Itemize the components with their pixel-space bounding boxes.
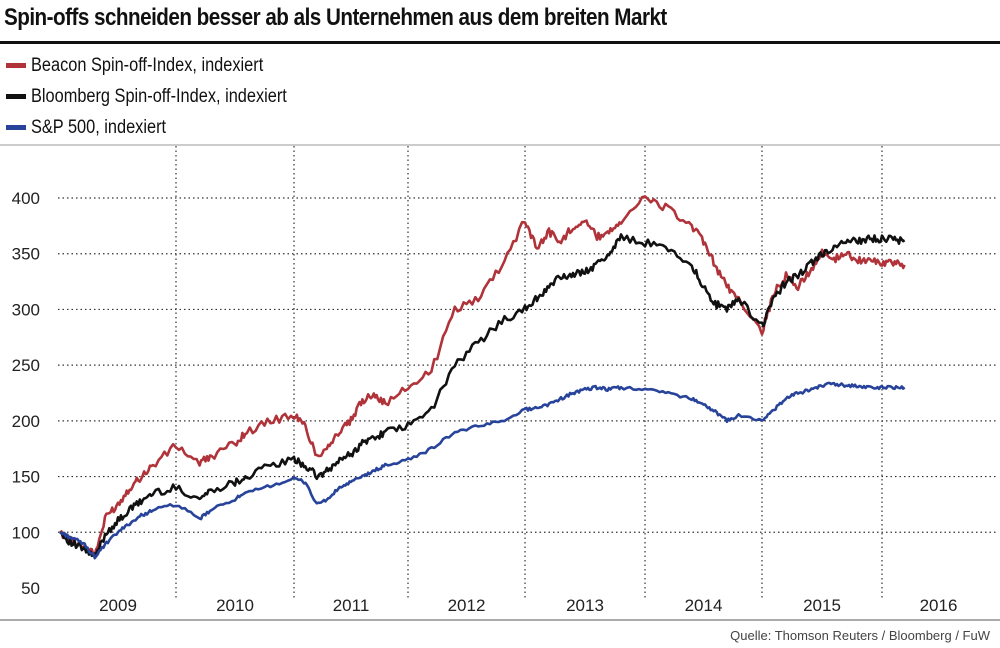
y-tick-label: 300 [12,300,40,319]
y-tick-label: 50 [21,579,40,598]
title-rule [0,41,1000,44]
x-tick-label: 2014 [685,596,723,615]
x-tick-label: 2015 [803,596,841,615]
series-lines [59,195,906,560]
y-tick-label: 400 [12,189,40,208]
legend-swatch-beacon [6,63,26,68]
legend-swatch-sp500 [6,125,26,130]
legend-label-sp500: S&P 500, indexiert [31,116,167,138]
legend-item-beacon: Beacon Spin-off-Index, indexiert [6,50,328,81]
y-tick-label: 250 [12,356,40,375]
y-tick-label: 150 [12,468,40,487]
legend: Beacon Spin-off-Index, indexiert Bloombe… [6,50,328,143]
y-tick-label: 200 [12,412,40,431]
source-note: Quelle: Thomson Reuters / Bloomberg / Fu… [730,628,990,643]
legend-label-bloomberg: Bloomberg Spin-off-Index, indexiert [31,85,287,107]
legend-item-sp500: S&P 500, indexiert [6,112,328,143]
series-line-bloomberg [59,233,906,558]
x-tick-label: 2012 [448,596,486,615]
x-tick-label: 2011 [333,596,370,615]
y-tick-label: 100 [12,523,40,542]
series-line-beacon [59,195,906,557]
y-tick-label: 350 [12,245,40,264]
series-line-sp500 [59,381,906,560]
x-tick-label: 2010 [216,596,254,615]
grid [0,144,1000,600]
x-tick-label: 2009 [99,596,137,615]
x-tick-label: 2013 [566,596,604,615]
x-tick-label: 2016 [920,596,958,615]
legend-swatch-bloomberg [6,94,26,99]
legend-label-beacon: Beacon Spin-off-Index, indexiert [31,54,264,76]
chart-title: Spin-offs schneiden besser ab als Untern… [4,4,667,31]
legend-item-bloomberg: Bloomberg Spin-off-Index, indexiert [6,81,328,112]
axes: 400 350 300 250 200 150 100 50 2009 2010 2011 2012 2… [0,189,1000,621]
